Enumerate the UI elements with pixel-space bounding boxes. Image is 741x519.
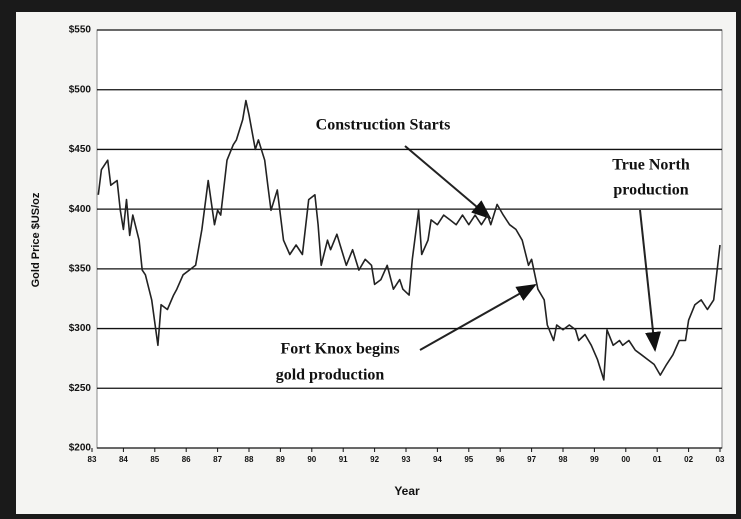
x-tick-label: 88 bbox=[245, 455, 254, 464]
x-tick-label: 85 bbox=[150, 455, 159, 464]
y-tick-label: $500 bbox=[69, 84, 92, 95]
x-tick-label: 89 bbox=[276, 455, 285, 464]
x-tick-label: 99 bbox=[590, 455, 599, 464]
x-tick-label: 94 bbox=[433, 455, 442, 464]
x-tick-label: 92 bbox=[370, 455, 379, 464]
y-tick-label: $450 bbox=[69, 144, 92, 155]
y-tick-label: $400 bbox=[69, 204, 92, 215]
x-tick-label: 02 bbox=[684, 455, 693, 464]
annotation: True North bbox=[612, 157, 690, 174]
annotation: Construction Starts bbox=[316, 117, 451, 134]
arrow bbox=[639, 209, 662, 352]
x-tick-label: 95 bbox=[464, 455, 473, 464]
x-tick-label: 98 bbox=[559, 455, 568, 464]
y-tick-label: $350 bbox=[69, 263, 92, 274]
price-line bbox=[97, 99, 721, 381]
y-tick-label: $550 bbox=[69, 25, 92, 36]
x-tick-label: 83 bbox=[88, 455, 97, 464]
arrow bbox=[419, 284, 537, 351]
arrow bbox=[404, 145, 492, 220]
x-tick-label: 87 bbox=[213, 455, 222, 464]
annotation: Fort Knox begins bbox=[280, 341, 399, 358]
x-tick-label: 84 bbox=[119, 455, 128, 464]
x-tick-label: 90 bbox=[307, 455, 316, 464]
x-tick-label: 03 bbox=[716, 455, 725, 464]
annotation: production bbox=[613, 182, 688, 199]
plot-area bbox=[96, 29, 723, 449]
annotation: gold production bbox=[276, 367, 385, 384]
y-tick-label: $300 bbox=[69, 323, 92, 334]
x-tick-label: 97 bbox=[527, 455, 536, 464]
x-tick-label: 01 bbox=[653, 455, 662, 464]
y-tick-label: $200 bbox=[69, 443, 92, 454]
x-tick-label: 96 bbox=[496, 455, 505, 464]
x-tick-label: 00 bbox=[621, 455, 630, 464]
y-axis-label: Gold Price $US/oz bbox=[30, 192, 42, 287]
x-tick-label: 86 bbox=[182, 455, 191, 464]
x-tick-label: 93 bbox=[402, 455, 411, 464]
x-tick-label: 91 bbox=[339, 455, 348, 464]
x-axis-label: Year bbox=[394, 484, 420, 498]
y-tick-label: $250 bbox=[69, 383, 92, 394]
